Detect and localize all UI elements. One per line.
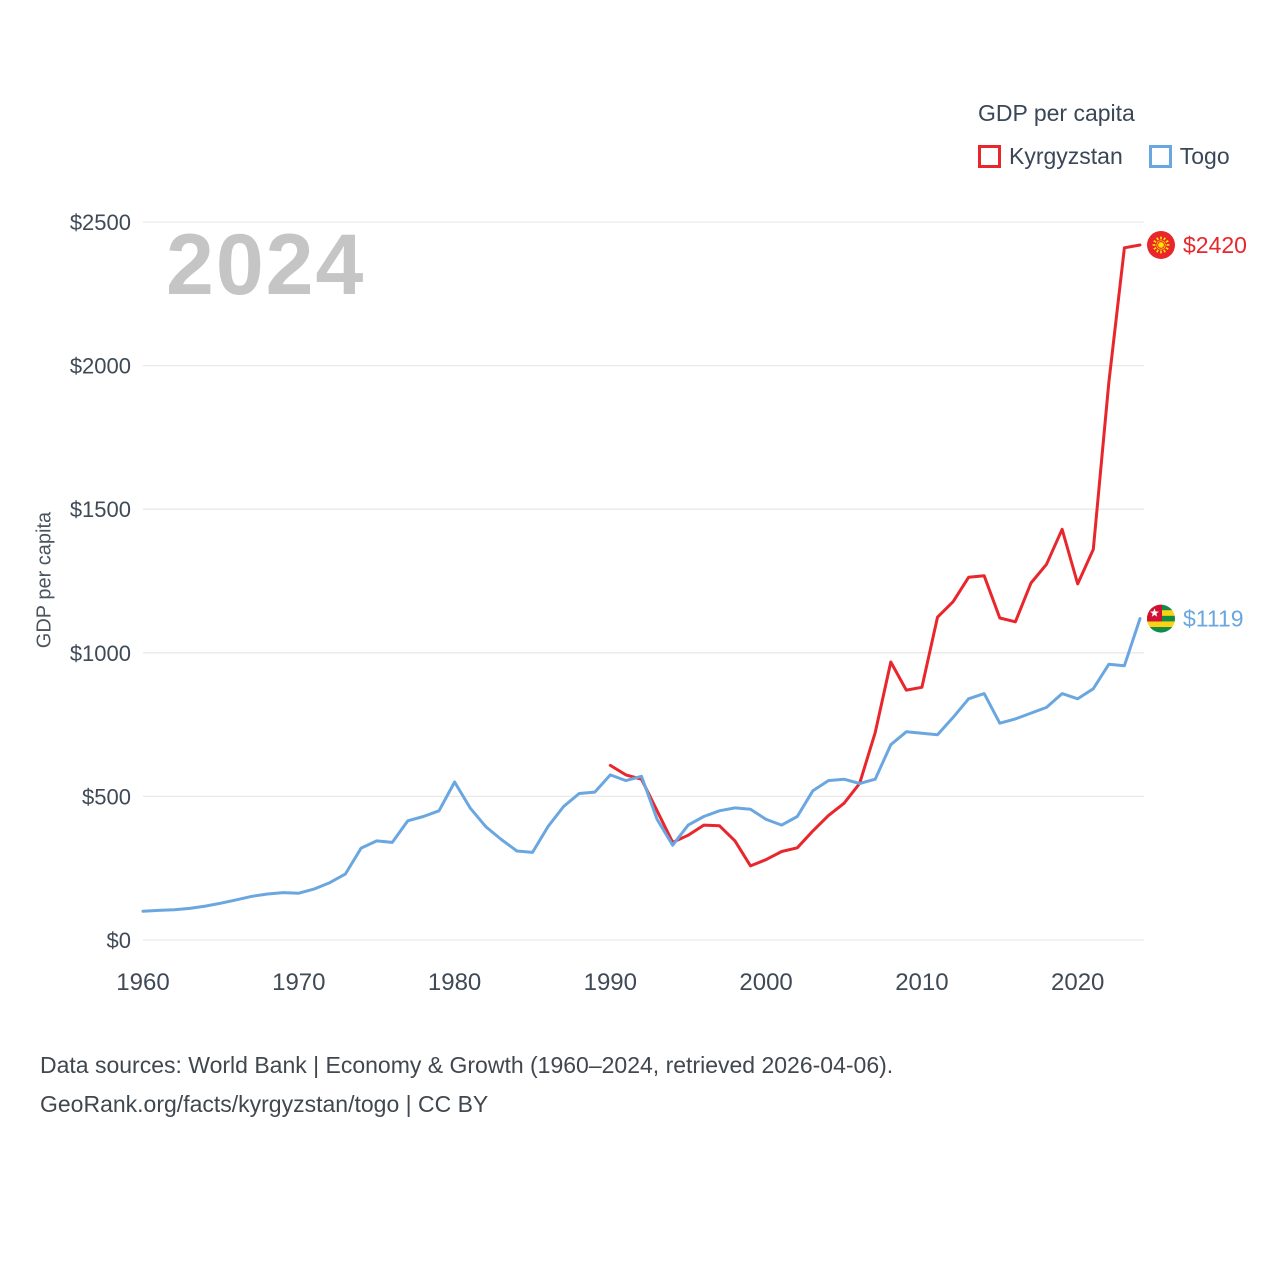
y-tick-label: $500 — [82, 784, 131, 809]
watermark-year: 2024 — [166, 217, 366, 313]
x-tick-label: 1990 — [584, 969, 637, 996]
y-tick-label: $0 — [107, 928, 131, 953]
x-tick-label: 1970 — [272, 969, 325, 996]
togo-swatch-icon — [1148, 145, 1172, 168]
kyrgyzstan-line[interactable] — [608, 243, 1142, 868]
legend-item-togo[interactable]: Togo — [1148, 143, 1230, 170]
legend: GDP per capita Kyrgyzstan Togo — [978, 100, 1230, 170]
chart-svg: $0 $500 $1000 $1500 $2000 $2500 1960 1970 1980 19… — [70, 210, 1247, 996]
x-tick-label: 1980 — [428, 969, 481, 996]
footer: Data sources: World Bank | Economy & Gro… — [40, 1046, 893, 1124]
y-tick-label: $1500 — [70, 497, 131, 522]
togo-line[interactable] — [141, 617, 1142, 913]
legend-title: GDP per capita — [978, 100, 1135, 126]
x-tick-label: 2010 — [895, 969, 948, 996]
y-tick-label: $1000 — [70, 641, 131, 666]
legend-item-kyrgyzstan[interactable]: Kyrgyzstan — [978, 143, 1123, 170]
kyrgyzstan-swatch-icon — [978, 145, 1001, 168]
y-tick-label: $2000 — [70, 354, 131, 379]
legend-label-kyrgyzstan: Kyrgyzstan — [1009, 143, 1123, 169]
x-tick-label: 2020 — [1051, 969, 1104, 996]
x-tick-label: 2000 — [739, 969, 792, 996]
kyrgyzstan-end-value-label: $2420 — [1183, 232, 1247, 258]
footer-attribution: GeoRank.org/facts/kyrgyzstan/togo | CC B… — [40, 1091, 489, 1117]
kyrgyzstan-flag-icon — [1147, 230, 1175, 259]
x-tick-label: 1960 — [116, 969, 169, 996]
togo-flag-icon — [1147, 604, 1175, 633]
legend-label-togo: Togo — [1179, 143, 1230, 169]
legend-items: Kyrgyzstan Togo — [978, 143, 1230, 170]
footer-sources: Data sources: World Bank | Economy & Gro… — [40, 1052, 894, 1078]
togo-end-value-label: $1119 — [1183, 606, 1244, 632]
y-tick-label: $2500 — [70, 210, 131, 235]
